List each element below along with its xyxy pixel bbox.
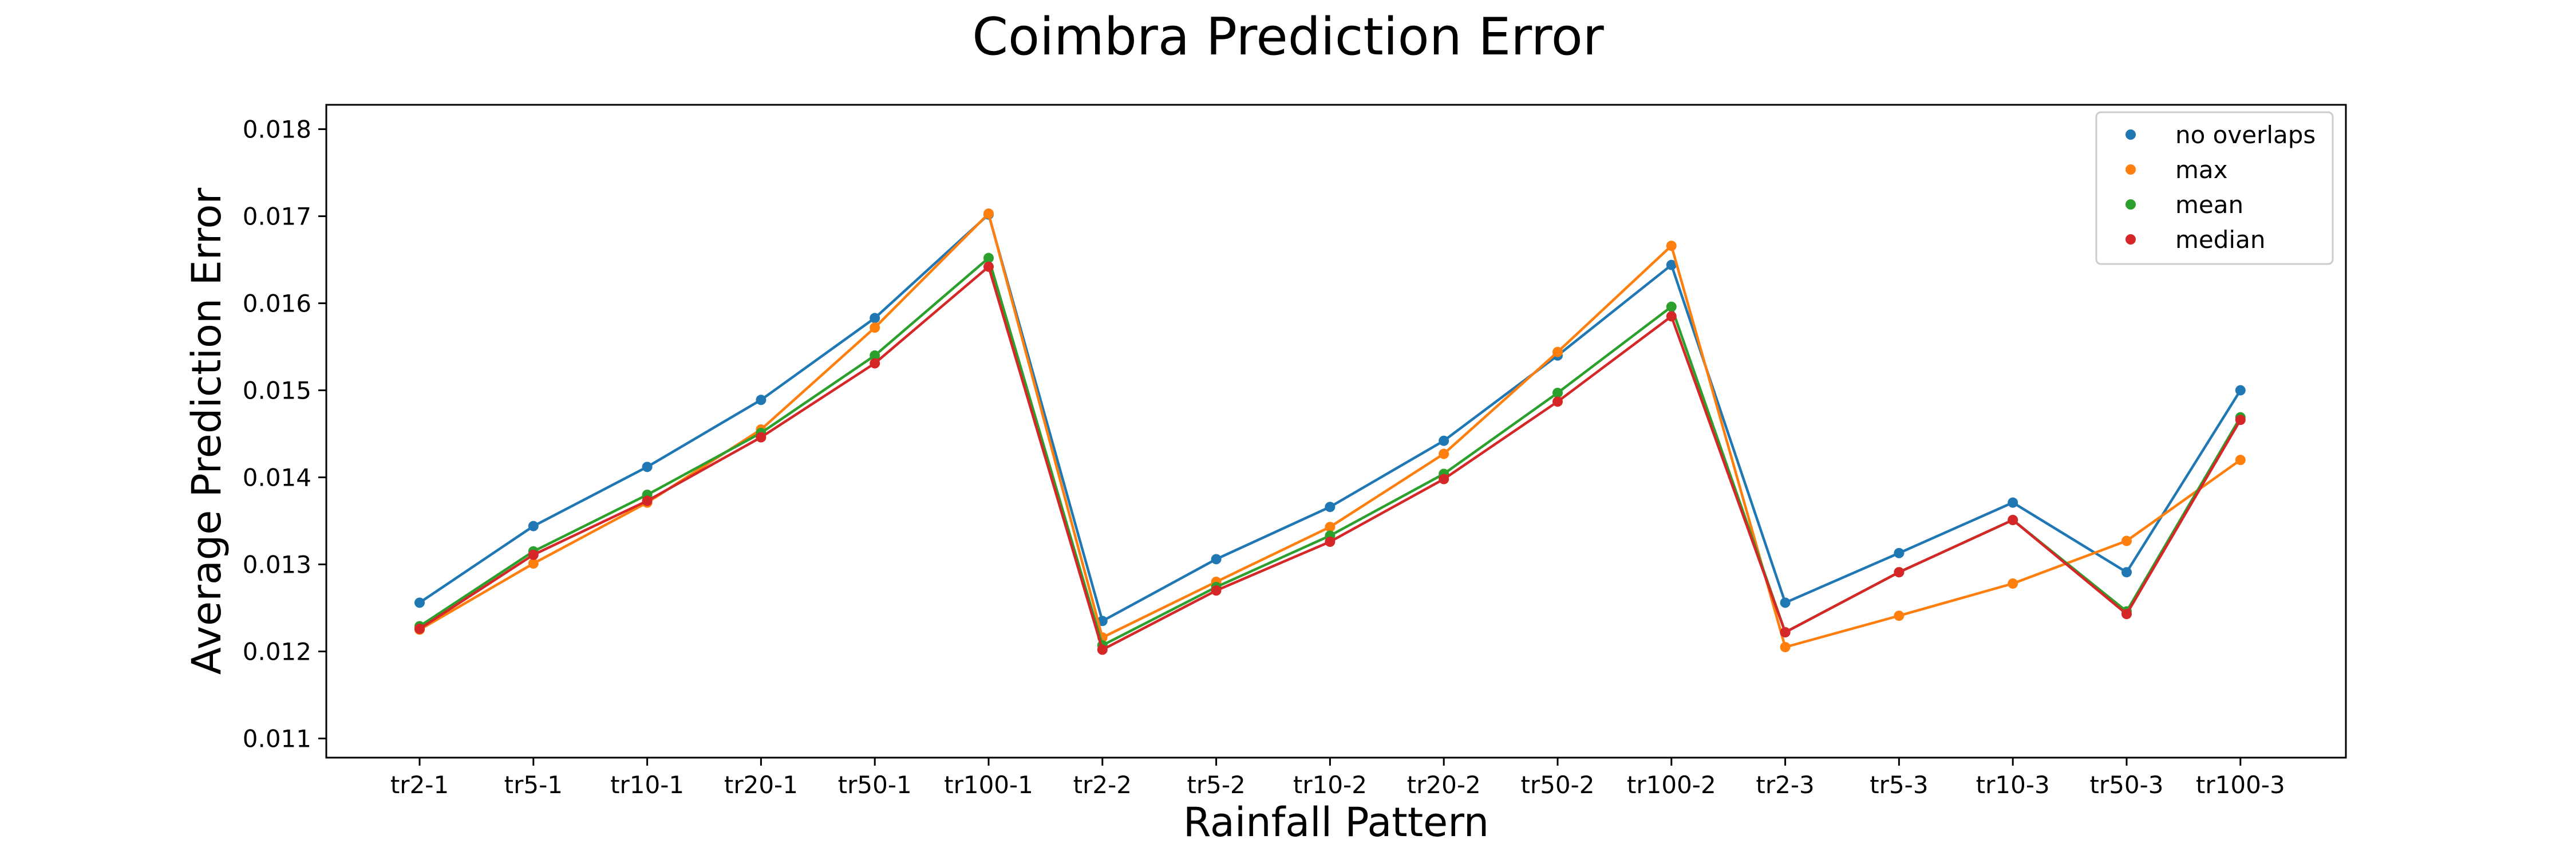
legend-box bbox=[2095, 111, 2334, 265]
data-point bbox=[756, 432, 767, 443]
data-point bbox=[1552, 346, 1563, 357]
y-tick-label: 0.013 bbox=[243, 551, 311, 579]
x-tick-label: tr2-3 bbox=[1756, 771, 1814, 799]
x-axis-ticks: tr2-1 tr5-1 tr10-1 tr20-1 tr50-1 tr100-1 tr2-2… bbox=[390, 758, 2285, 799]
data-point bbox=[2008, 515, 2018, 526]
series-max bbox=[414, 208, 2246, 652]
data-point bbox=[2008, 497, 2018, 508]
x-tick-label: tr50-3 bbox=[2089, 771, 2163, 799]
data-point bbox=[1894, 547, 1905, 558]
data-point bbox=[2235, 385, 2246, 396]
data-point bbox=[983, 253, 994, 263]
data-point bbox=[1666, 311, 1677, 322]
data-point bbox=[1552, 396, 1563, 407]
data-point bbox=[2121, 567, 2132, 578]
data-point bbox=[1780, 597, 1791, 608]
series-mean bbox=[414, 253, 2246, 651]
x-tick-label: tr100-1 bbox=[944, 771, 1033, 799]
y-axis-ticks: 0.011 0.012 0.013 0.014 0.015 0.016 0.017 0.018 bbox=[243, 116, 326, 753]
legend-label: median bbox=[2175, 226, 2265, 254]
data-point bbox=[2008, 578, 2018, 589]
legend-marker bbox=[2125, 234, 2136, 245]
data-point bbox=[1439, 474, 1449, 484]
data-point bbox=[414, 624, 425, 635]
y-tick-label: 0.012 bbox=[243, 638, 311, 666]
data-point bbox=[642, 462, 653, 472]
series-line bbox=[418, 212, 2242, 649]
data-point bbox=[1211, 585, 1222, 596]
legend-label: max bbox=[2175, 156, 2228, 184]
legend: no overlaps max mean median bbox=[2095, 111, 2334, 265]
data-point bbox=[1780, 627, 1791, 638]
data-point bbox=[1097, 644, 1108, 655]
data-point bbox=[1894, 610, 1905, 621]
series-line bbox=[418, 213, 2242, 622]
data-point bbox=[1666, 301, 1677, 312]
x-tick-label: tr10-1 bbox=[610, 771, 684, 799]
x-tick-label: tr5-2 bbox=[1187, 771, 1245, 799]
series-line bbox=[418, 257, 2242, 647]
y-tick-label: 0.015 bbox=[243, 377, 311, 405]
y-axis-label: Average Prediction Error bbox=[183, 188, 230, 675]
data-point bbox=[870, 322, 880, 333]
x-tick-label: tr50-2 bbox=[1520, 771, 1594, 799]
y-tick-label: 0.011 bbox=[243, 725, 311, 753]
data-point bbox=[1439, 435, 1449, 446]
data-point bbox=[870, 358, 880, 369]
data-point bbox=[1325, 502, 1336, 513]
y-tick-label: 0.018 bbox=[243, 116, 311, 144]
series-median bbox=[414, 261, 2246, 655]
data-point bbox=[1666, 241, 1677, 251]
y-tick-label: 0.016 bbox=[243, 290, 311, 318]
x-tick-label: tr2-1 bbox=[390, 771, 449, 799]
legend-marker bbox=[2125, 129, 2136, 140]
y-tick-label: 0.017 bbox=[243, 203, 311, 231]
data-point bbox=[2121, 609, 2132, 620]
data-point bbox=[1552, 388, 1563, 399]
x-tick-label: tr100-2 bbox=[1627, 771, 1716, 799]
chart-title: Coimbra Prediction Error bbox=[972, 7, 1604, 67]
x-tick-label: tr20-2 bbox=[1407, 771, 1481, 799]
x-axis-label: Rainfall Pattern bbox=[1183, 799, 1489, 846]
x-tick-label: tr5-3 bbox=[1870, 771, 1928, 799]
legend-label: mean bbox=[2175, 191, 2243, 219]
data-point bbox=[983, 261, 994, 272]
data-point bbox=[642, 495, 653, 506]
data-point bbox=[528, 549, 539, 560]
legend-marker bbox=[2125, 199, 2136, 210]
legend-label: no overlaps bbox=[2175, 121, 2316, 149]
x-tick-label: tr50-1 bbox=[838, 771, 912, 799]
y-tick-label: 0.014 bbox=[243, 464, 311, 492]
data-point bbox=[2121, 535, 2132, 546]
data-point bbox=[2235, 455, 2246, 466]
data-point bbox=[1894, 567, 1905, 578]
data-point bbox=[1325, 522, 1336, 533]
x-tick-label: tr100-3 bbox=[2196, 771, 2285, 799]
x-tick-label: tr10-3 bbox=[1976, 771, 2050, 799]
series-no-overlaps bbox=[414, 209, 2246, 626]
data-point bbox=[1325, 537, 1336, 547]
data-point bbox=[1439, 448, 1449, 459]
data-point bbox=[2235, 415, 2246, 425]
data-point bbox=[1666, 259, 1677, 270]
series-line bbox=[418, 265, 2242, 651]
data-point bbox=[1780, 641, 1791, 652]
data-point bbox=[756, 395, 767, 405]
data-point bbox=[528, 558, 539, 569]
x-tick-label: tr2-2 bbox=[1073, 771, 1132, 799]
x-tick-label: tr10-2 bbox=[1293, 771, 1367, 799]
data-point bbox=[1211, 554, 1222, 565]
data-point bbox=[414, 597, 425, 608]
data-point bbox=[528, 521, 539, 531]
data-point bbox=[983, 208, 994, 219]
legend-marker bbox=[2125, 164, 2136, 175]
x-tick-label: tr5-1 bbox=[504, 771, 563, 799]
x-tick-label: tr20-1 bbox=[724, 771, 798, 799]
data-point bbox=[870, 313, 880, 324]
plot-frame bbox=[325, 104, 2347, 759]
plot-area bbox=[414, 208, 2246, 655]
data-point bbox=[870, 350, 880, 361]
